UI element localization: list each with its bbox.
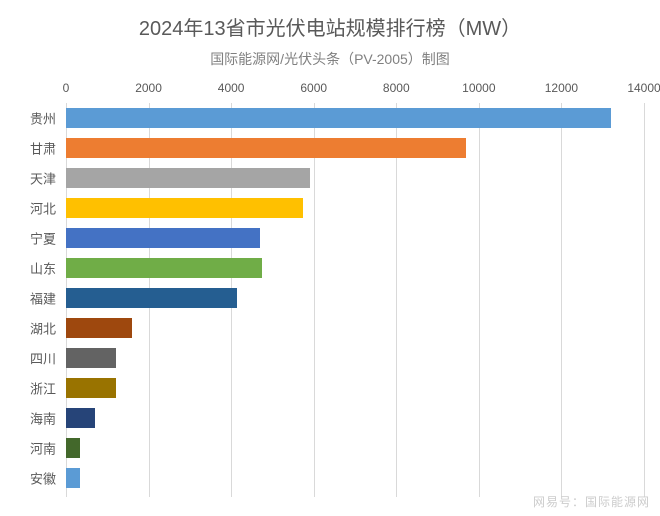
grid-line (561, 103, 562, 497)
grid-line (396, 103, 397, 497)
category-label: 贵州 (30, 109, 56, 128)
category-label: 甘肃 (30, 139, 56, 158)
category-label: 安徽 (30, 469, 56, 488)
bar (66, 138, 466, 158)
bar (66, 318, 132, 338)
x-tick-label: 6000 (300, 81, 327, 95)
category-label: 浙江 (30, 379, 56, 398)
bar (66, 258, 262, 278)
x-tick-label: 10000 (462, 81, 495, 95)
bar (66, 168, 310, 188)
category-label: 山东 (30, 259, 56, 278)
category-label: 海南 (30, 409, 56, 428)
grid-line (479, 103, 480, 497)
y-axis-labels: 贵州甘肃天津河北宁夏山东福建湖北四川浙江海南河南安徽 (12, 103, 62, 497)
grid-line (314, 103, 315, 497)
bar (66, 228, 260, 248)
bar (66, 468, 80, 488)
category-label: 河南 (30, 439, 56, 458)
chart-title: 2024年13省市光伏电站规模排行榜（MW） (10, 12, 650, 41)
category-label: 河北 (30, 199, 56, 218)
x-tick-label: 12000 (545, 81, 578, 95)
category-label: 福建 (30, 289, 56, 308)
bar (66, 288, 237, 308)
x-tick-label: 2000 (135, 81, 162, 95)
category-label: 宁夏 (30, 229, 56, 248)
grid-line (644, 103, 645, 497)
bar (66, 378, 116, 398)
bar (66, 438, 80, 458)
bar (66, 108, 611, 128)
bar (66, 198, 303, 218)
bar (66, 408, 95, 428)
x-tick-label: 0 (63, 81, 70, 95)
x-tick-label: 14000 (627, 81, 660, 95)
plot-area: 02000400060008000100001200014000 贵州甘肃天津河… (12, 81, 648, 501)
category-label: 湖北 (30, 319, 56, 338)
x-tick-label: 8000 (383, 81, 410, 95)
category-label: 四川 (30, 349, 56, 368)
bar (66, 348, 116, 368)
bars-region (66, 103, 644, 497)
chart-container: 2024年13省市光伏电站规模排行榜（MW） 国际能源网/光伏头条（PV-200… (0, 0, 660, 516)
x-axis-labels: 02000400060008000100001200014000 (66, 81, 644, 99)
category-label: 天津 (30, 169, 56, 188)
chart-subtitle: 国际能源网/光伏头条（PV-2005）制图 (10, 49, 650, 69)
x-tick-label: 4000 (218, 81, 245, 95)
watermark-text: 网易号：国际能源网 (533, 493, 650, 510)
